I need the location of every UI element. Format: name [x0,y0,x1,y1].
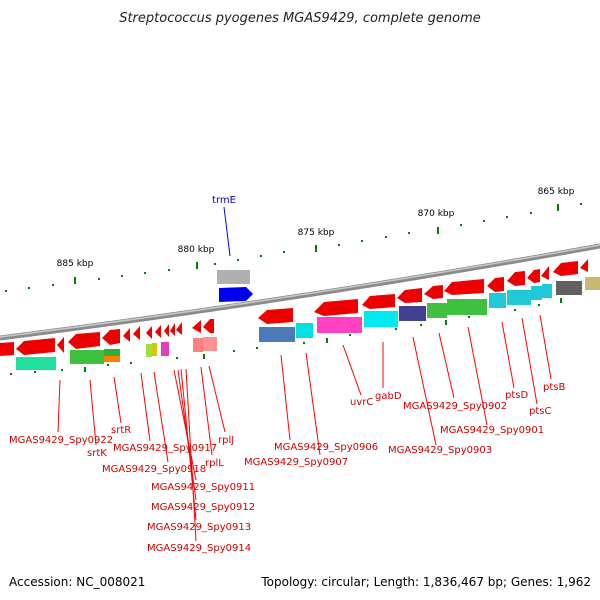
label-trmE: trmE [212,195,236,206]
tick-label-870: 870 kbp [418,209,455,219]
tick-865 [557,204,559,211]
inner-tick-dots [10,298,562,375]
label-rplJ: rplJ [218,435,234,446]
label-spy0914: MGAS9429_Spy0914 [147,543,251,554]
label-spy0913: MGAS9429_Spy0913 [147,522,251,533]
label-ptsC: ptsC [529,406,551,417]
tick-label-865: 865 kbp [538,187,575,197]
label-lines [57,314,552,542]
label-uvrC: uvrC [350,397,373,408]
tick-870 [437,227,439,234]
cog-track [16,277,600,370]
label-spy0917: MGAS9429_Spy0917 [113,443,217,454]
gene-trmE [219,287,253,302]
label-spy0906: MGAS9429_Spy0906 [274,442,378,453]
label-srtR: srtR [111,425,131,436]
summary-text: Topology: circular; Length: 1,836,467 bp… [260,575,591,589]
gene-labels: MGAS9429_Spy0922 srtK srtR MGAS9429_Spy0… [9,382,565,554]
label-spy0903: MGAS9429_Spy0903 [388,445,492,456]
label-spy0912: MGAS9429_Spy0912 [151,502,255,513]
label-spy0902: MGAS9429_Spy0902 [403,401,507,412]
tick-885 [74,277,76,284]
label-spy0918: MGAS9429_Spy0918 [102,464,206,475]
tick-880 [196,262,198,269]
gene-forward-grey [217,270,250,284]
label-srtK: srtK [87,448,107,459]
label-ptsD: ptsD [505,390,528,401]
label-ptsB: ptsB [543,382,565,393]
tick-875 [315,245,317,252]
label-line-trmE [223,206,231,257]
reverse-genes [0,259,588,356]
label-spy0901: MGAS9429_Spy0901 [440,425,544,436]
label-gabD: gabD [375,391,402,402]
genome-backbone [0,243,600,341]
tick-label-885: 885 kbp [57,259,94,269]
major-ticks [74,204,559,284]
outer-tick-dots [5,203,582,292]
map-title: Streptococcus pyogenes MGAS9429, complet… [119,11,481,26]
label-spy0907: MGAS9429_Spy0907 [244,457,348,468]
accession-text: Accession: NC_008021 [9,575,145,589]
label-rplL: rplL [205,458,224,469]
genome-backbone-highlight [0,244,600,338]
label-spy0922: MGAS9429_Spy0922 [9,435,113,446]
label-spy0911: MGAS9429_Spy0911 [151,482,255,493]
tick-label-880: 880 kbp [178,245,215,255]
tick-label-875: 875 kbp [298,228,335,238]
